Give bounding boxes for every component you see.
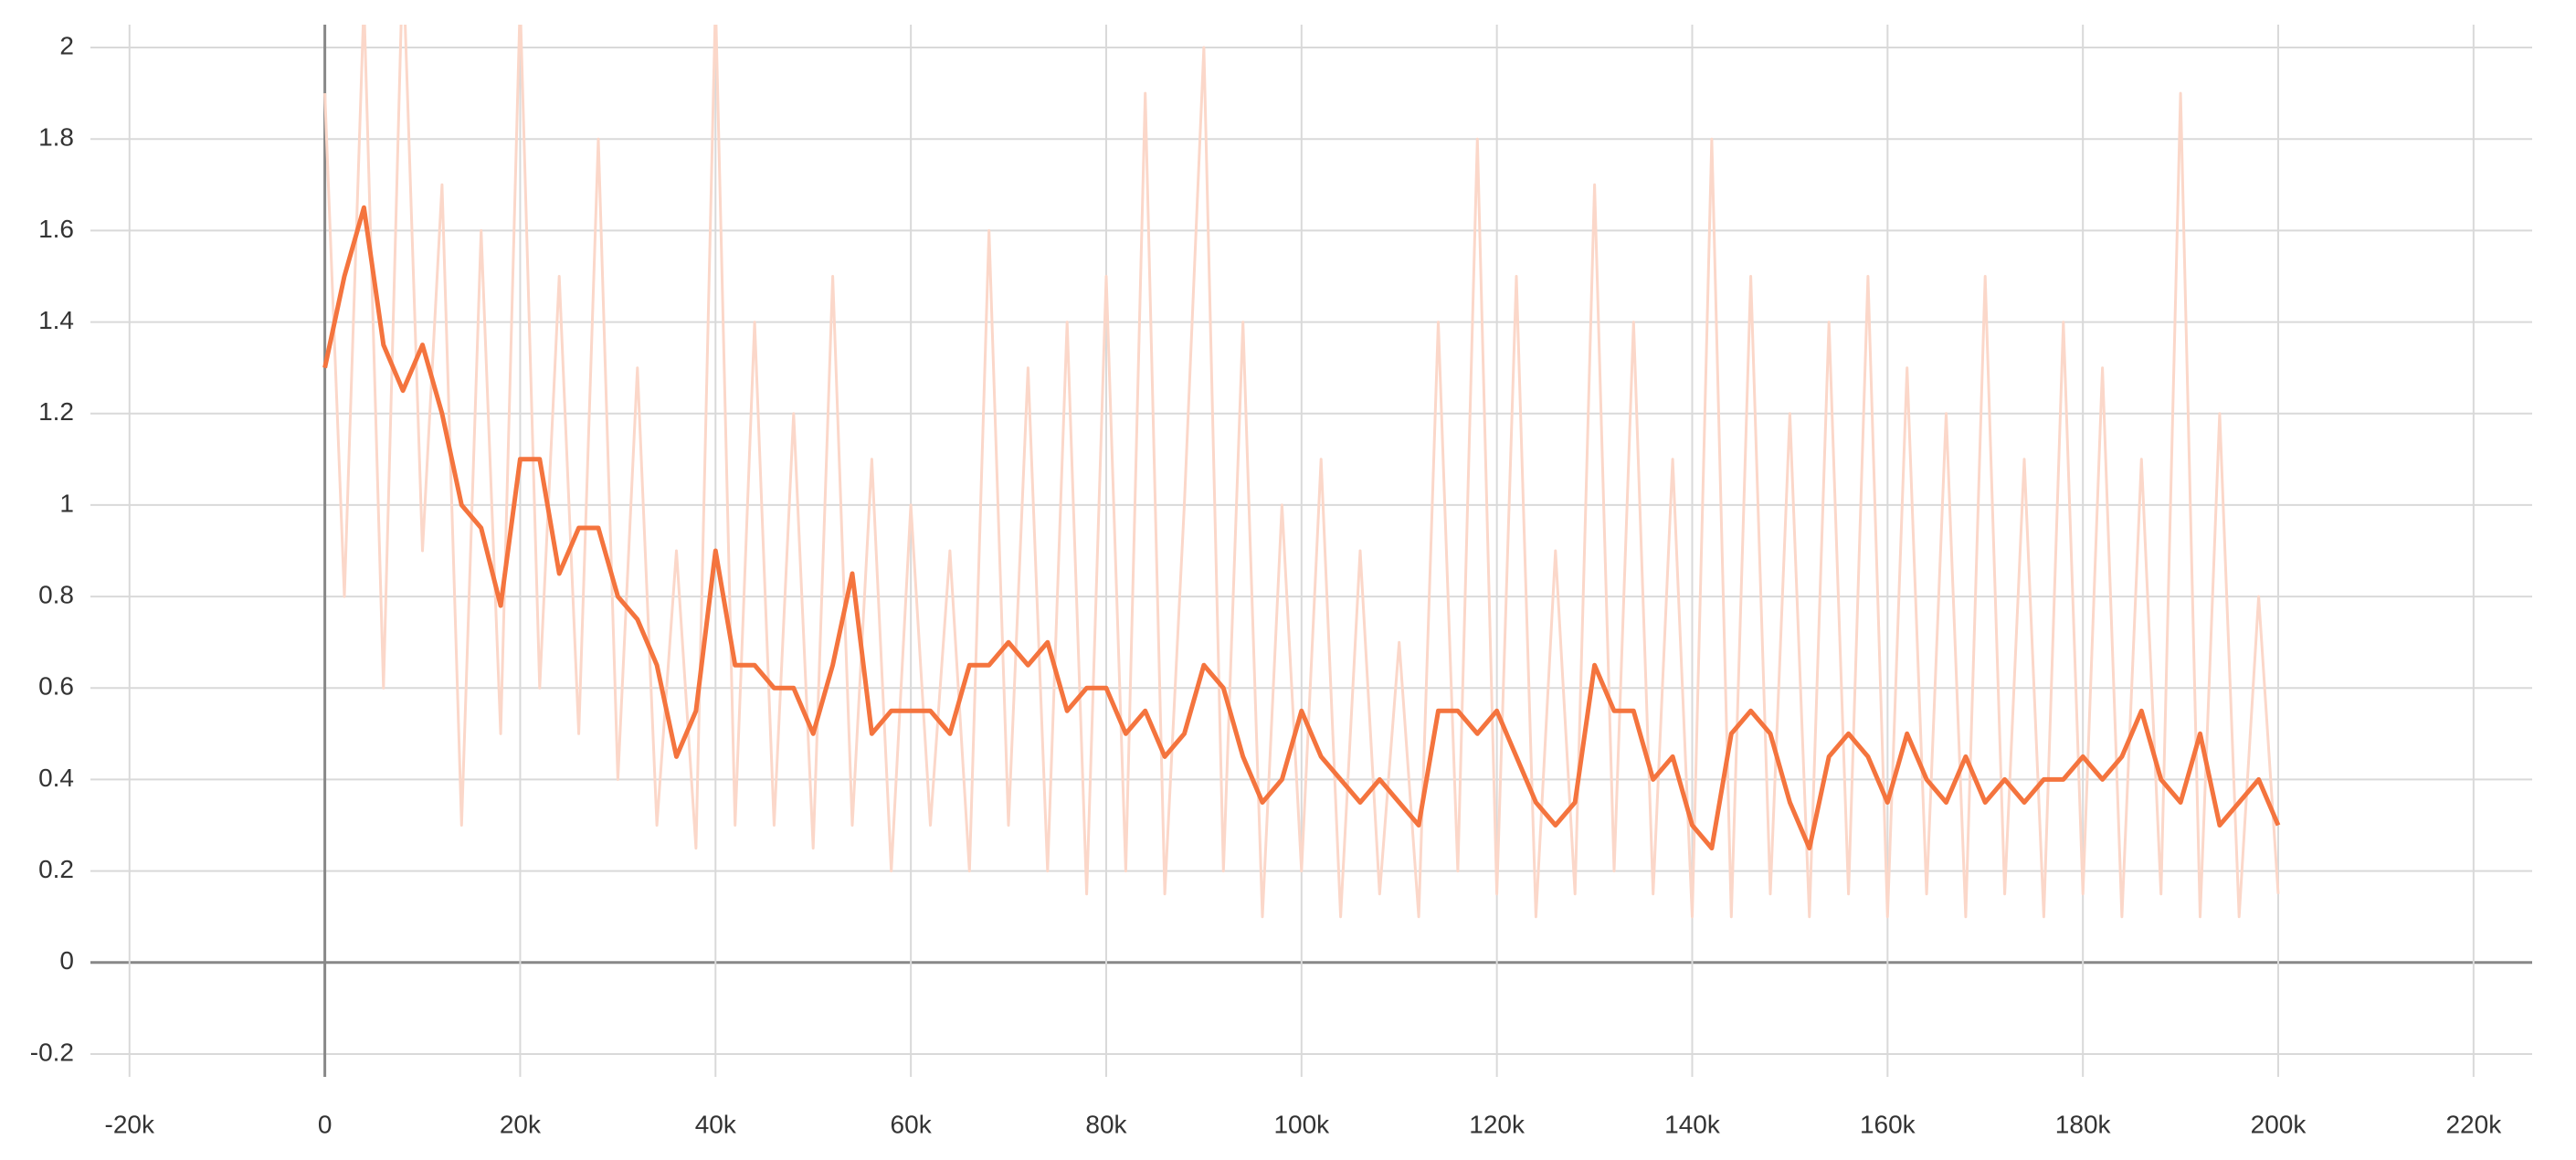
- y-tick-label: -0.2: [30, 1038, 74, 1066]
- y-tick-label: 2: [59, 31, 74, 59]
- y-tick-label: 1.4: [38, 306, 74, 334]
- x-tick-label: 20k: [500, 1110, 542, 1138]
- y-tick-label: 0.6: [38, 672, 74, 701]
- x-tick-label: 140k: [1664, 1110, 1721, 1138]
- x-tick-label: 120k: [1469, 1110, 1526, 1138]
- plot-area: [322, 25, 2281, 919]
- y-tick-label: 1.8: [38, 123, 74, 152]
- y-tick-label: 0.2: [38, 855, 74, 883]
- x-tick-label: 60k: [891, 1110, 933, 1138]
- x-tick-label: 40k: [695, 1110, 737, 1138]
- y-tick-label: 0.4: [38, 764, 74, 792]
- x-tick-label: 80k: [1085, 1110, 1127, 1138]
- y-tick-label: 1.6: [38, 215, 74, 243]
- grid: [90, 25, 2532, 1077]
- series-line: [322, 205, 2281, 851]
- x-tick-label: 220k: [2445, 1110, 2502, 1138]
- x-tick-label: 0: [318, 1110, 333, 1138]
- y-tick-label: 0: [59, 946, 74, 975]
- x-tick-label: 180k: [2055, 1110, 2112, 1138]
- x-tick-label: 160k: [1860, 1110, 1916, 1138]
- y-tick-label: 1.2: [38, 397, 74, 426]
- x-tick-label: -20k: [105, 1110, 155, 1138]
- x-tick-label: 100k: [1273, 1110, 1330, 1138]
- y-tick-label: 1: [59, 489, 74, 517]
- series-line: [323, 25, 2280, 919]
- x-tick-label: 200k: [2251, 1110, 2307, 1138]
- y-tick-label: 0.8: [38, 580, 74, 608]
